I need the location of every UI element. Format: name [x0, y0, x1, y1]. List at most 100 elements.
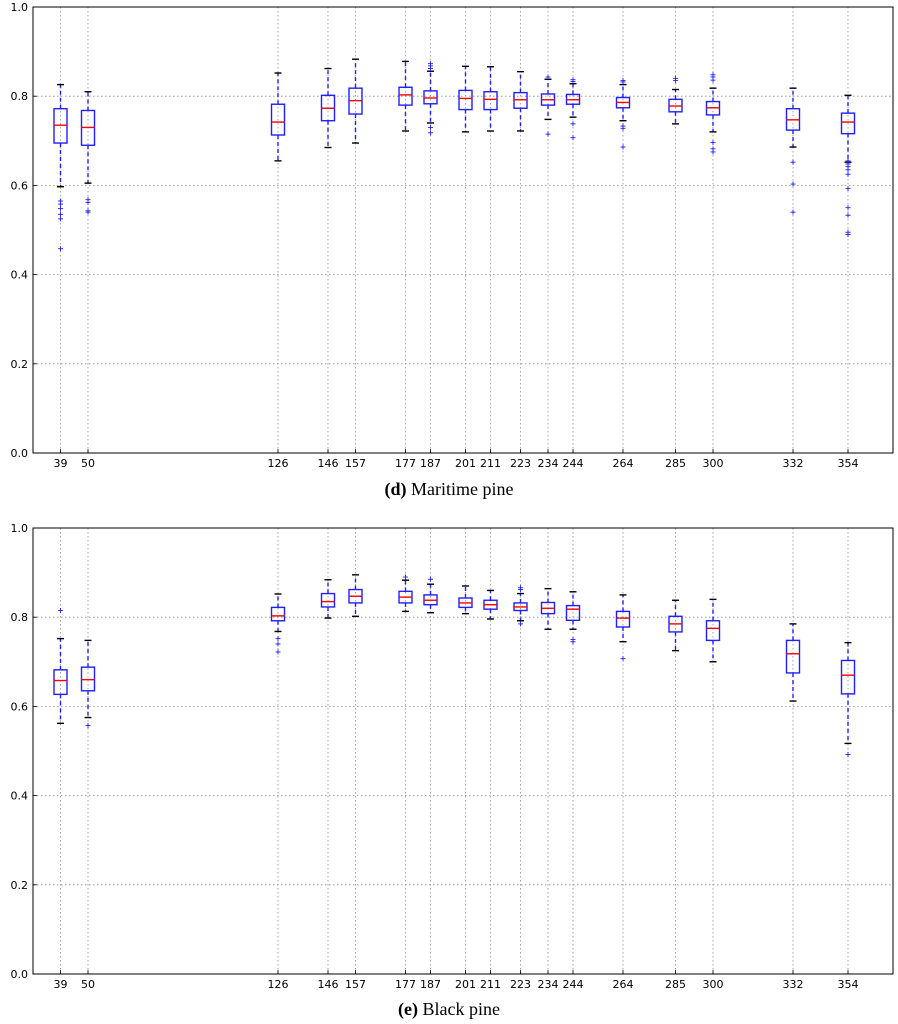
outlier-marker: [673, 75, 678, 81]
box-plot-264: [615, 78, 631, 150]
outlier-marker: [85, 197, 91, 203]
box-plot-201: [458, 585, 473, 615]
outlier-marker: [58, 206, 63, 212]
x-tick-label: 354: [838, 457, 859, 470]
box-plot-146: [320, 579, 336, 619]
x-tick-label: 157: [345, 457, 366, 470]
x-tick-label: 211: [480, 978, 501, 991]
box-plot-201: [458, 65, 473, 133]
box-plot-234: [540, 587, 556, 630]
y-tick-label: 1.0: [11, 522, 29, 535]
y-tick-label: 0.8: [11, 90, 29, 103]
iqr-box: [320, 592, 336, 608]
outlier-marker: [85, 208, 91, 214]
y-tick-label: 0.6: [11, 700, 29, 713]
box-plot-244: [565, 77, 581, 141]
box-plot-300: [705, 72, 721, 155]
chart-black-pine: 0.0 0.2 0.4 0.6 0.8 1.0 39 50 126 146 157 177 187 201…: [11, 522, 894, 991]
caption-title: Black pine: [418, 999, 500, 1019]
x-tick-label: 157: [345, 978, 366, 991]
iqr-box: [270, 606, 286, 622]
x-tick-label: 39: [54, 978, 68, 991]
outlier-marker: [545, 74, 551, 80]
y-tick-label: 0.0: [11, 447, 29, 460]
outlier-marker: [275, 649, 281, 655]
outlier-marker: [570, 121, 576, 127]
outlier-marker: [58, 246, 63, 252]
box-plot-211: [483, 66, 498, 132]
box-plot-50: [80, 639, 96, 729]
x-tick-label: 285: [665, 457, 686, 470]
y-tick-label: 0.4: [11, 269, 29, 282]
y-tick-label: 0.2: [11, 879, 29, 892]
chart-maritime-pine: 0.0 0.2 0.4 0.6 0.8 1.0 39 50 126 146 157 177 187 201…: [11, 1, 894, 470]
x-tick-label: 300: [703, 457, 724, 470]
y-tick-label: 0.8: [11, 611, 29, 624]
iqr-box: [483, 91, 498, 111]
caption-maritime-pine: (d) Maritime pine: [385, 479, 514, 500]
box-plot-157: [348, 574, 363, 618]
x-tick-label: 187: [420, 457, 441, 470]
caption-letter: (d): [385, 479, 407, 500]
outlier-marker: [85, 723, 91, 729]
x-tick-label: 332: [783, 457, 804, 470]
box-plot-234: [540, 74, 556, 137]
y-tick-label: 1.0: [11, 1, 29, 14]
outlier-marker: [518, 621, 523, 627]
x-tick-label: 244: [563, 978, 584, 991]
box-plot-285: [668, 75, 683, 125]
x-tick-label: 211: [480, 457, 501, 470]
x-tick-label: 50: [81, 978, 95, 991]
outlier-marker: [58, 211, 63, 217]
x-tick-label: 234: [538, 978, 559, 991]
iqr-box: [615, 610, 631, 628]
box-plot-354: [840, 94, 856, 237]
outlier-marker: [790, 181, 796, 187]
outlier-marker: [845, 752, 851, 758]
box-plot-146: [320, 67, 336, 149]
outlier-marker: [845, 212, 851, 218]
outlier-marker: [845, 171, 851, 177]
outlier-marker: [710, 140, 716, 146]
outlier-marker: [620, 656, 626, 662]
box-plot-223: [513, 70, 528, 132]
iqr-box: [565, 604, 581, 622]
outlier-marker: [710, 72, 716, 78]
x-tick-label: 264: [613, 978, 634, 991]
outlier-marker: [428, 124, 433, 130]
outlier-marker: [620, 144, 626, 150]
outlier-marker: [790, 159, 796, 165]
outlier-marker: [570, 135, 576, 141]
outlier-marker: [845, 158, 851, 164]
box-plot-39: [53, 608, 68, 725]
outlier-marker: [845, 186, 851, 192]
outlier-marker: [428, 61, 433, 67]
box-plot-244: [565, 591, 581, 645]
outlier-marker: [58, 608, 63, 614]
x-tick-label: 354: [838, 978, 859, 991]
x-tick-label: 223: [510, 978, 531, 991]
x-tick-label: 126: [268, 978, 289, 991]
iqr-box: [840, 659, 856, 695]
x-tick-label: 201: [455, 978, 476, 991]
box-plot-177: [398, 574, 413, 613]
outlier-marker: [428, 130, 433, 136]
outlier-marker: [428, 576, 433, 582]
iqr-box: [840, 112, 856, 135]
x-tick-label: 187: [420, 978, 441, 991]
iqr-box: [705, 620, 721, 642]
x-tick-label: 39: [54, 457, 68, 470]
iqr-box: [398, 86, 413, 106]
x-tick-label: 177: [395, 457, 416, 470]
box-plot-50: [80, 91, 96, 215]
y-tick-label: 0.2: [11, 358, 29, 371]
plot-frame: [32, 6, 894, 454]
caption-title: Maritime pine: [407, 479, 514, 499]
x-tick-label: 244: [563, 457, 584, 470]
x-tick-label: 177: [395, 978, 416, 991]
iqr-box: [785, 639, 801, 674]
x-tick-label: 146: [318, 978, 339, 991]
box-plot-264: [615, 594, 631, 662]
x-tick-label: 234: [538, 457, 559, 470]
